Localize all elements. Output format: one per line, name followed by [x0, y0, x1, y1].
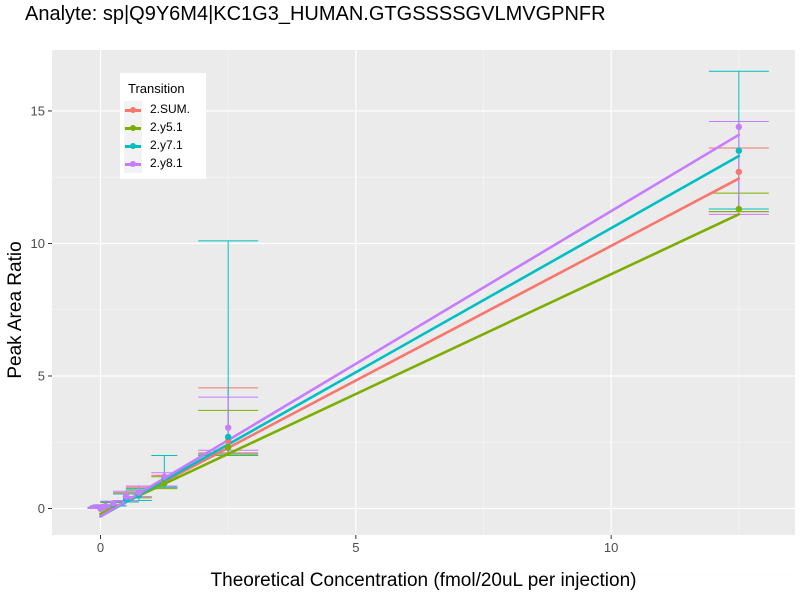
x-tick-label: 0 — [97, 540, 104, 555]
series-line-1 — [99, 213, 741, 516]
legend-item-sum: 2.SUM. — [124, 101, 204, 119]
data-points-3 — [97, 123, 743, 512]
legend-label-y7: 2.y7.1 — [150, 138, 183, 152]
chart-title: Analyte: sp|Q9Y6M4|KC1G3_HUMAN.GTGSSSSGV… — [25, 3, 606, 25]
y-axis-label: Peak Area Ratio — [5, 241, 26, 379]
data-point — [735, 123, 743, 131]
legend-key-y5 — [124, 119, 142, 137]
y-tick-label: 15 — [31, 103, 45, 118]
legend-label-y8: 2.y8.1 — [150, 156, 183, 170]
y-tick-label: 0 — [38, 501, 45, 516]
data-point — [735, 147, 743, 154]
legend-item-y5: 2.y5.1 — [124, 119, 204, 137]
legend-title: Transition — [128, 81, 185, 96]
data-point — [161, 480, 168, 487]
data-point — [224, 444, 232, 451]
data-point — [161, 473, 168, 480]
series-line-2 — [99, 154, 741, 518]
x-tick-label: 5 — [352, 540, 359, 555]
y-tick-label: 10 — [31, 236, 45, 251]
series-line-3 — [99, 133, 741, 518]
series-line-0 — [99, 177, 741, 517]
legend-key-sum — [124, 101, 142, 119]
data-point — [110, 499, 117, 507]
data-point — [735, 168, 743, 176]
legend-key-y8 — [124, 155, 142, 173]
series-layer — [87, 70, 769, 518]
y-tick-label: 5 — [38, 368, 45, 383]
x-axis-label: Theoretical Concentration (fmol/20uL per… — [210, 570, 637, 591]
data-point — [135, 489, 143, 496]
legend-label-sum: 2.SUM. — [150, 102, 191, 116]
data-point — [224, 424, 232, 431]
data-point — [102, 502, 109, 510]
x-tick-label: 10 — [604, 540, 618, 555]
data-point — [122, 493, 130, 500]
legend: Transition 2.SUM. 2.y5.1 2.y7.1 2.y8.1 — [120, 73, 206, 179]
legend-item-y8: 2.y8.1 — [124, 155, 204, 173]
legend-key-y7 — [124, 137, 142, 155]
legend-item-y7: 2.y7.1 — [124, 137, 204, 155]
data-point — [735, 205, 743, 213]
axis-layer: 0 5 10 0 5 10 15 — [31, 103, 619, 555]
data-point — [224, 433, 232, 441]
legend-label-y5: 2.y5.1 — [150, 120, 183, 134]
